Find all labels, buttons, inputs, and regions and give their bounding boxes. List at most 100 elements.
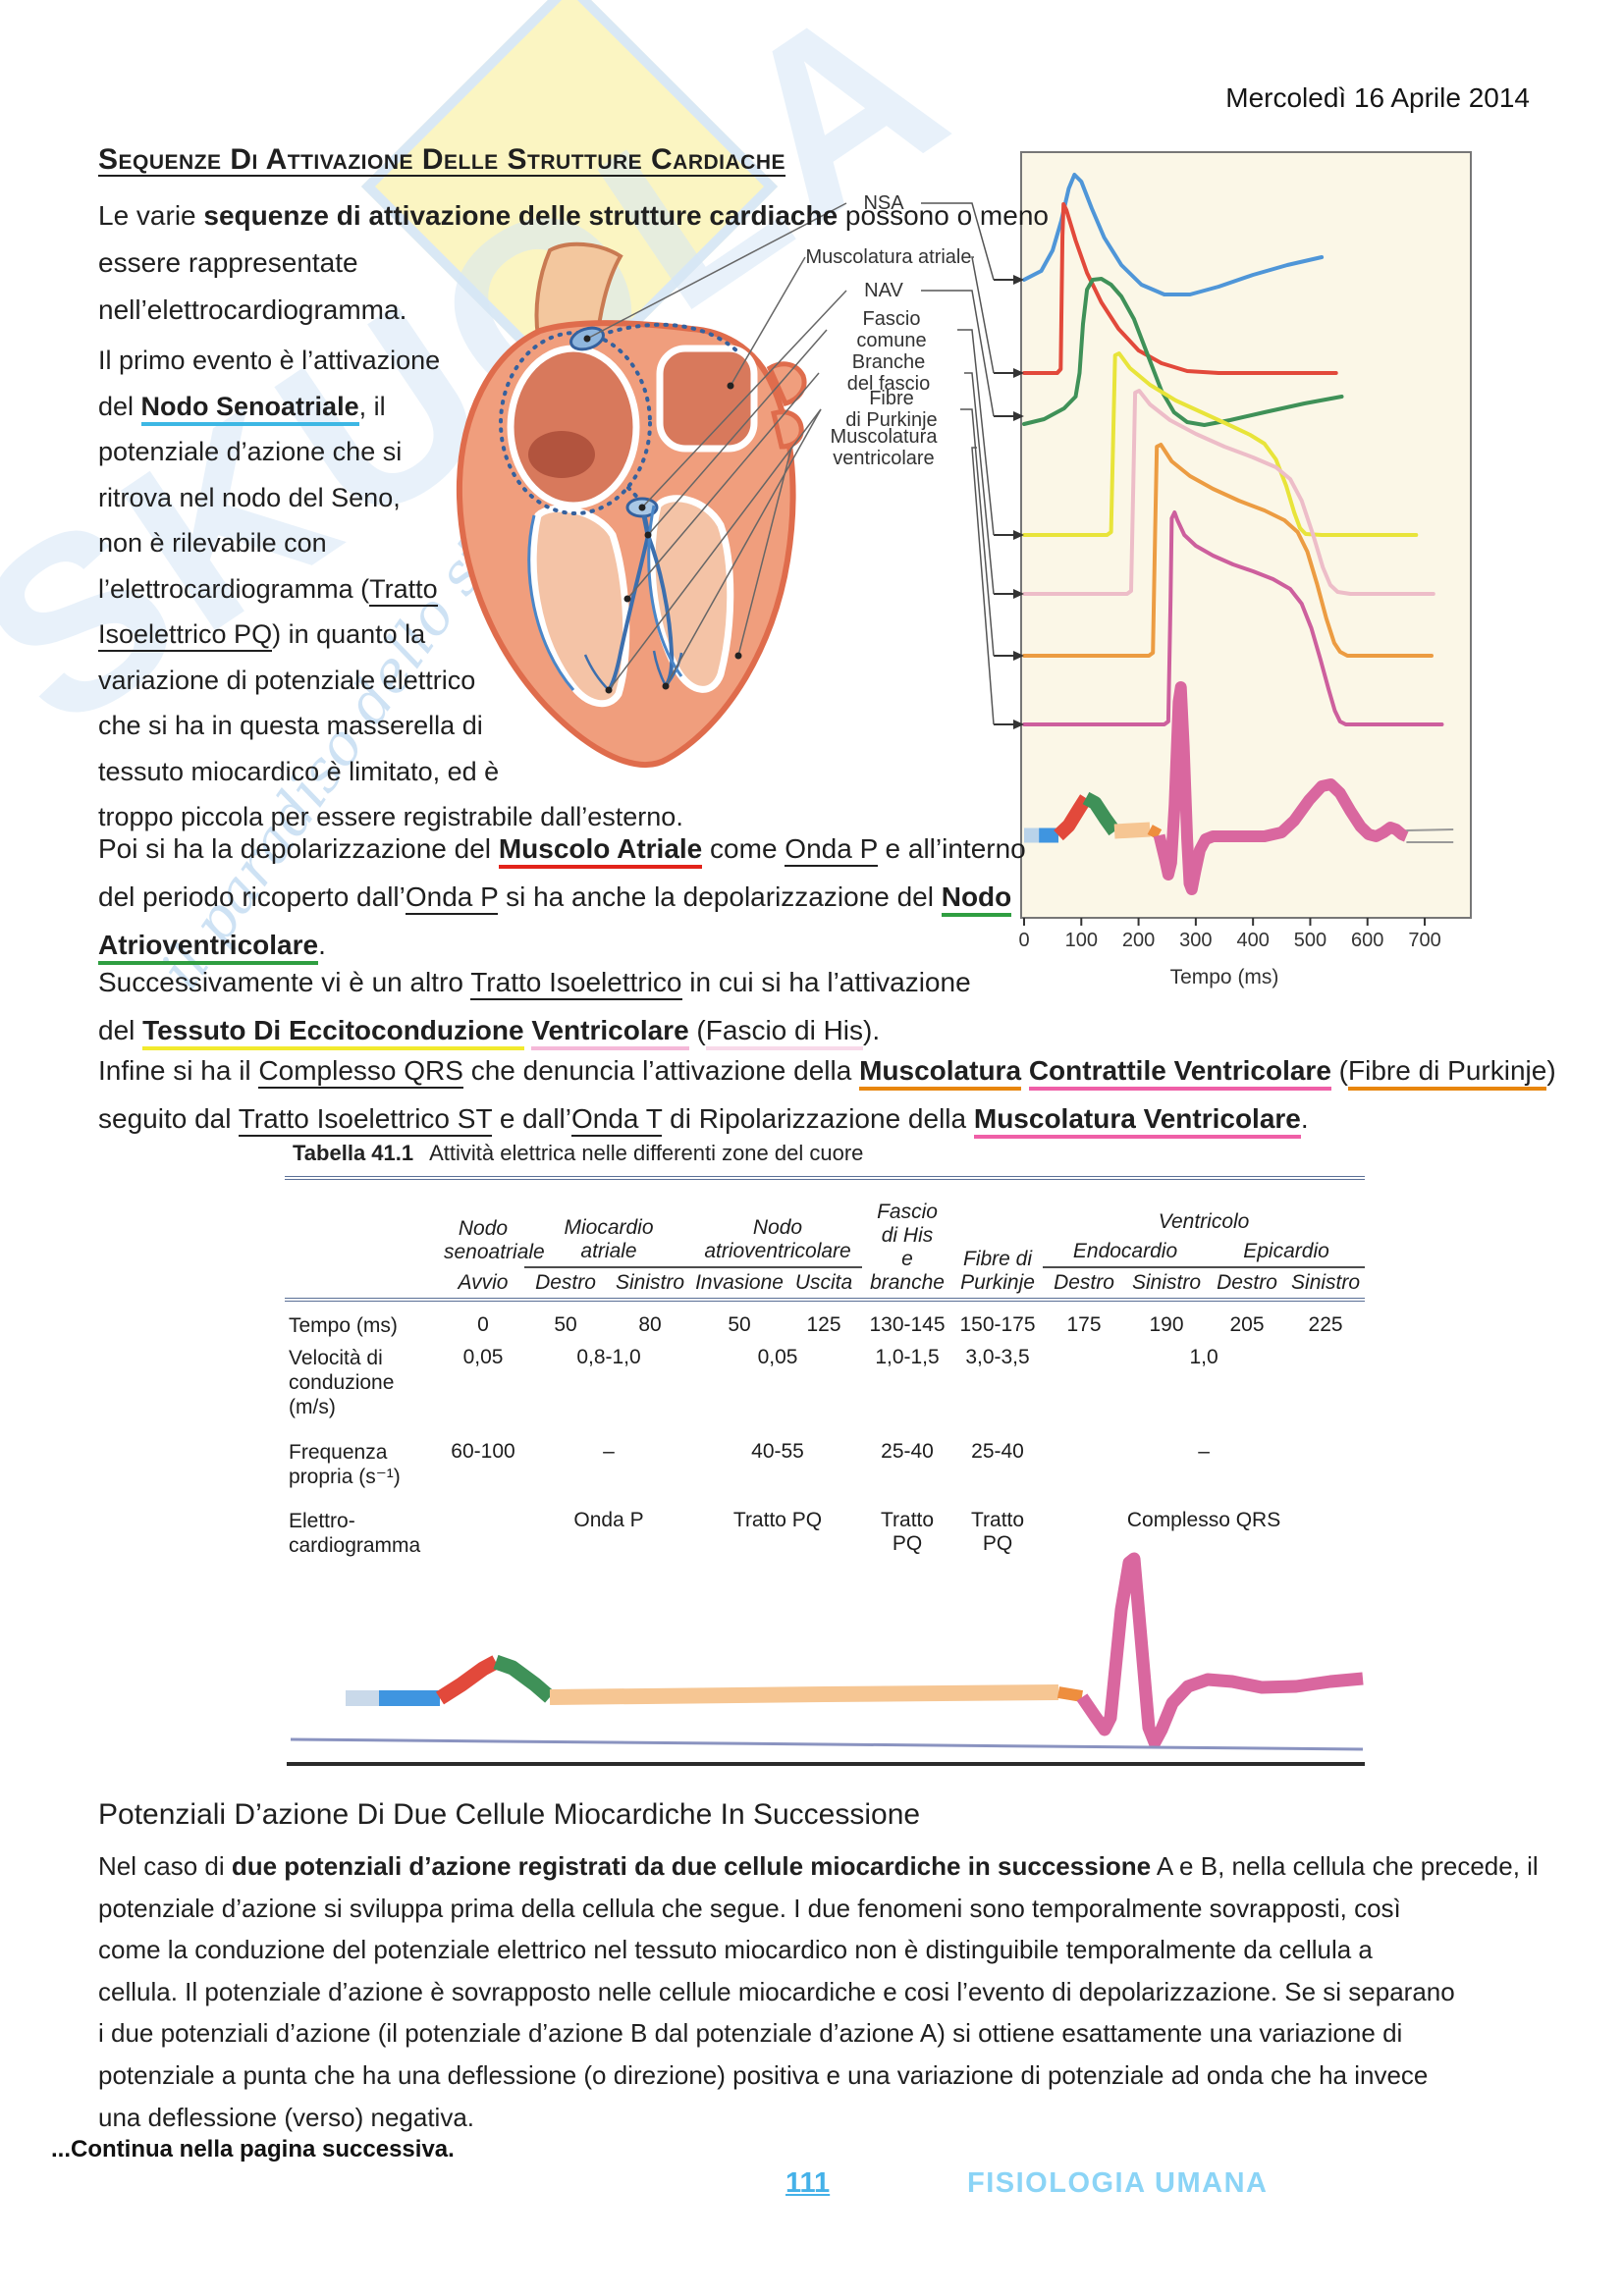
text-segment: . xyxy=(1300,1103,1309,1134)
text-segment: in cui si ha l’attivazione xyxy=(681,967,971,997)
text-segment: che denuncia l’attivazione della xyxy=(462,1055,860,1086)
text-segment: cellula. Il potenziale d’azione è sovrap… xyxy=(98,1976,1455,2006)
paragraph-2: Il primo evento è l’attivazione del Nodo … xyxy=(98,338,683,840)
table-cell: 0,05 xyxy=(757,1346,798,1368)
text-segment: Onda P xyxy=(405,881,499,915)
text-line: del Nodo Senoatriale, il xyxy=(98,384,683,430)
text-line: essere rappresentate xyxy=(98,240,1049,287)
text-line: Successivamente vi è un altro Tratto Iso… xyxy=(98,958,971,1006)
strip-segment-6 xyxy=(1076,1552,1364,1749)
text-line: non è rilevabile con xyxy=(98,520,683,566)
paragraph-3: Poi si ha la depolarizzazione del Muscol… xyxy=(98,825,1026,969)
text-segment: Nel caso di xyxy=(98,1851,232,1881)
text-segment: Onda P xyxy=(785,833,878,867)
figure-label-fascio: Fascio comune xyxy=(856,308,927,351)
text-segment: l’elettrocardiogramma ( xyxy=(98,573,370,604)
heart-anchor-dot xyxy=(734,652,742,660)
column-header: Destro xyxy=(535,1271,596,1294)
ap-trace-fibre-di-purkinje xyxy=(1022,443,1434,658)
table-row: Frequenza propria (s⁻¹) 60-100 – 40-55 25-40… xyxy=(285,1436,1365,1505)
table-cell: 175 xyxy=(1043,1298,1126,1342)
text-segment: , il xyxy=(358,391,386,421)
text-line: i due potenziali d’azione (il potenziale… xyxy=(98,2012,1539,2055)
text-line: come la conduzione del potenziale elettr… xyxy=(98,1929,1539,1971)
text-segment: Tratto Isoelettrico xyxy=(470,967,682,1000)
paragraph-6: Nel caso di due potenziali d’azione regi… xyxy=(98,1845,1539,2138)
trace-arrowhead xyxy=(1013,368,1024,378)
course-name: FISIOLOGIA UMANA xyxy=(967,2167,1269,2199)
heart-to-label-line xyxy=(665,408,822,687)
column-header: Sinistro xyxy=(615,1271,685,1294)
text-line: Atrioventricolare. xyxy=(98,921,1026,969)
paragraph-5: Infine si ha il Complesso QRS che denunc… xyxy=(98,1046,1556,1143)
column-header: Ventricolo xyxy=(1158,1210,1250,1233)
label-to-chart-line xyxy=(964,372,995,595)
text-segment: Onda T xyxy=(570,1103,663,1137)
x-tick-label: 500 xyxy=(1294,930,1326,951)
column-header: Avvio xyxy=(458,1271,509,1294)
column-header xyxy=(285,1182,442,1300)
text-segment: seguito dal xyxy=(98,1103,239,1134)
table-cell: 25-40 xyxy=(971,1440,1024,1463)
text-segment: Fibre di Purkinje xyxy=(1348,1055,1547,1091)
x-tick-label: 100 xyxy=(1065,930,1098,951)
ecg-band-segment-3 xyxy=(1082,791,1120,836)
table-cell: 3,0-3,5 xyxy=(965,1346,1030,1368)
text-segment: variazione di potenziale elettrico xyxy=(98,665,476,695)
table-caption-label: Tabella 41.1 xyxy=(293,1141,414,1165)
ap-trace-muscolatura-ventricolare xyxy=(1022,510,1444,726)
text-line: del Tessuto Di Eccitoconduzione Ventrico… xyxy=(98,1006,971,1054)
row-label: Tempo (ms) xyxy=(285,1298,442,1342)
table-cell: 0,05 xyxy=(462,1346,504,1368)
table-cell: Complesso QRS xyxy=(1126,1509,1281,1531)
column-header: Nodo atrioventricolare xyxy=(693,1182,863,1268)
text-segment: e all’interno xyxy=(877,833,1026,864)
table-caption: Tabella 41.1 Attività elettrica nelle dif… xyxy=(285,1137,1365,1180)
text-line: potenziale a punta che ha una deflession… xyxy=(98,2055,1539,2097)
strip-segment-7 xyxy=(290,1737,1364,1751)
text-line: Isoelettrico PQ) in quanto la xyxy=(98,612,683,658)
heart-anchor-dot xyxy=(727,382,734,390)
strip-segment-2 xyxy=(435,1655,500,1705)
text-segment: nell’elettrocardiogramma. xyxy=(98,294,407,325)
trace-arrowhead xyxy=(1013,530,1024,540)
text-segment: Contrattile Ventricolare xyxy=(1028,1055,1331,1091)
x-tick-label: 600 xyxy=(1351,930,1383,951)
x-tick-label: 400 xyxy=(1236,930,1269,951)
column-header: Sinistro xyxy=(1132,1271,1202,1294)
text-segment: Muscolatura Ventricolare xyxy=(973,1103,1301,1139)
figure-label-fibre: Fibre di Purkinje xyxy=(845,388,938,431)
table-cell: 0,8-1,0 xyxy=(576,1346,641,1368)
text-segment: Fascio di His xyxy=(705,1015,864,1050)
x-axis-label: Tempo (ms) xyxy=(1170,966,1279,988)
ap-trace-branche-del-fascio xyxy=(1022,389,1435,596)
text-segment: come xyxy=(702,833,785,864)
text-segment: essere rappresentate xyxy=(98,247,358,278)
table-cell: 1,0 xyxy=(1189,1346,1218,1368)
text-segment: di Ripolarizzazione della xyxy=(662,1103,974,1134)
text-segment xyxy=(1021,1055,1029,1086)
strip-segment-3 xyxy=(493,1654,555,1703)
text-segment: Nodo xyxy=(941,881,1012,917)
row-label: Elettro- cardiogramma xyxy=(289,1510,421,1557)
column-header: Fibre di Purkinje xyxy=(960,1248,1035,1294)
text-segment: Il primo evento è l’attivazione xyxy=(98,346,441,375)
ecg-band-segment-2 xyxy=(1054,794,1092,841)
text-line: cellula. Il potenziale d’azione è sovrap… xyxy=(98,1971,1539,2013)
table-cell: Tratto PQ xyxy=(732,1509,823,1531)
table-cell: Tratto PQ xyxy=(880,1509,935,1555)
trace-arrowhead xyxy=(1013,411,1024,421)
text-segment: Muscolo Atriale xyxy=(498,833,703,869)
text-line: troppo piccola per essere registrabile d… xyxy=(98,794,683,840)
text-segment: due potenziali d’azione registrati da du… xyxy=(231,1851,1152,1881)
text-segment: Complesso QRS xyxy=(258,1055,463,1089)
table-cell: Onda P xyxy=(573,1509,644,1531)
table-cell xyxy=(442,1505,524,1564)
text-line: l’elettrocardiogramma (Tratto xyxy=(98,566,683,613)
text-segment: del xyxy=(98,391,141,421)
label-to-chart-line xyxy=(960,408,995,657)
text-segment: Nodo Senoatriale xyxy=(140,391,359,426)
text-segment: troppo piccola per essere registrabile d… xyxy=(98,802,683,831)
column-header: Invasione xyxy=(695,1271,784,1294)
figure-label-muscolatura-atriale: Muscolatura atriale xyxy=(805,246,972,268)
